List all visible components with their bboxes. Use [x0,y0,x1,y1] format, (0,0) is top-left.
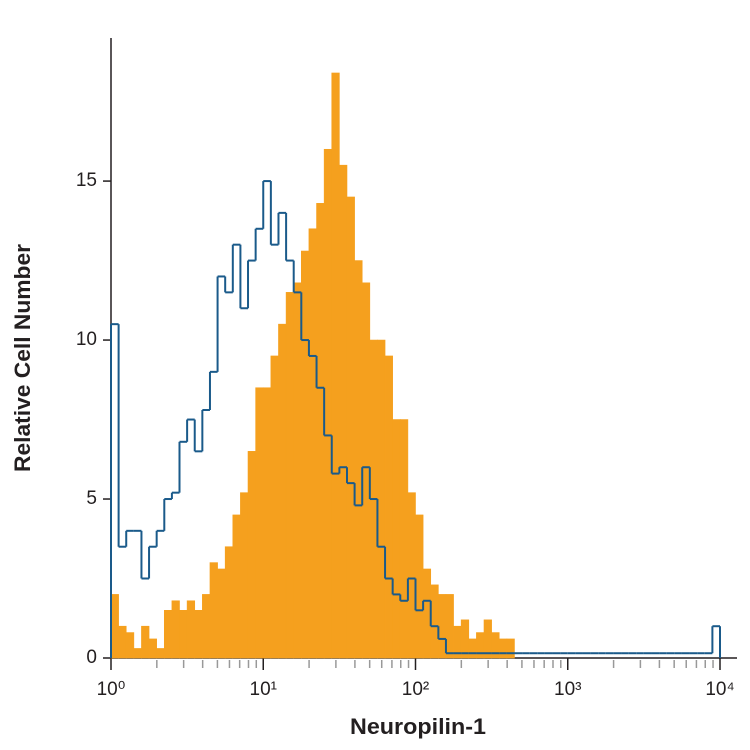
bar [133,648,142,659]
bar [438,594,447,659]
bar [316,203,325,659]
y-tick-label: 15 [76,170,97,191]
bar [217,568,226,659]
bar [392,419,401,659]
bar [232,514,241,659]
y-axis-label: Relative Cell Number [10,244,35,472]
bar [308,228,317,659]
x-tick-label: 10² [402,679,429,700]
bar [361,282,371,659]
bar [301,250,310,659]
bar [209,562,218,659]
x-tick-label: 10⁴ [705,679,734,700]
y-tick-label: 10 [76,329,97,350]
bar [270,355,279,659]
bar [156,648,165,659]
bar [407,492,416,659]
bar [125,632,135,659]
bar [179,610,188,659]
bar [415,514,424,659]
bar [247,451,256,659]
bar [498,638,508,659]
bar [323,148,333,659]
bar [194,610,203,659]
y-tick-label: 0 [86,647,97,668]
bar [384,355,393,659]
bar [331,72,340,659]
y-tick-label: 5 [86,488,97,509]
bar [118,625,127,659]
bar [293,282,302,659]
bar [224,546,234,659]
bar [163,610,173,659]
bar [262,387,272,659]
bar [430,584,439,659]
x-axis-label: Neuropilin-1 [350,714,486,739]
bar [202,594,211,659]
bar [468,638,477,659]
bar [110,594,119,659]
x-tick-label: 10¹ [250,679,277,700]
bar [186,600,196,659]
bar [354,260,363,659]
x-tick-label: 10³ [554,679,581,700]
x-tick-label: 10⁰ [97,679,126,700]
bar [445,594,454,659]
bar [148,638,157,659]
bar [285,292,295,659]
bar [240,492,249,659]
bar [278,323,287,659]
bar [346,196,355,659]
bar [255,387,264,659]
bar [422,568,432,659]
bar [141,625,150,659]
bar [506,638,515,659]
bar [171,600,180,659]
bar [399,419,409,659]
bar [377,339,386,659]
bar [339,164,348,659]
